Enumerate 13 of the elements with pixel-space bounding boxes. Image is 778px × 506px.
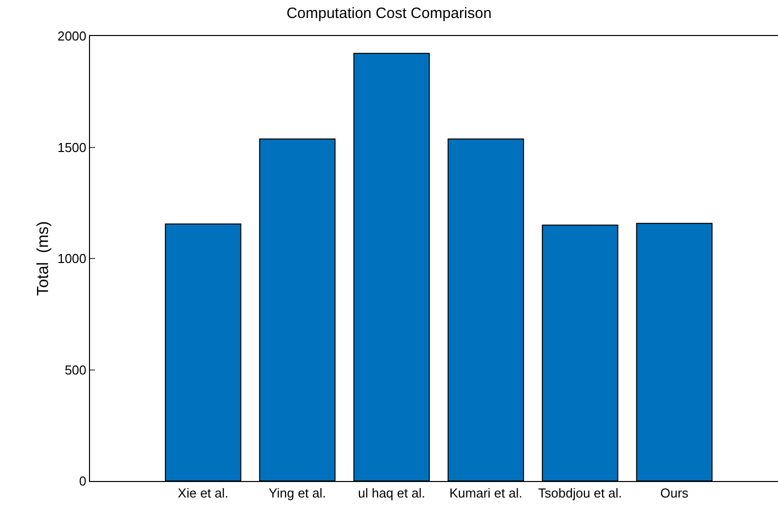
y-axis-title: Total (ms)	[35, 221, 52, 296]
y-tick-label: 1000	[57, 251, 86, 266]
y-tick-label: 0	[79, 474, 86, 489]
chart-title: Computation Cost Comparison	[286, 5, 492, 22]
x-tick-label: Tsobdjou et al.	[538, 486, 622, 501]
x-tick-label: Ying et al.	[268, 486, 326, 501]
x-tick-label: Xie et al.	[178, 486, 228, 501]
y-tick-label: 1500	[57, 140, 86, 155]
x-tick-label: ul haq et al.	[358, 486, 426, 501]
x-tick-label: Ours	[660, 486, 689, 501]
y-tick-label: 500	[64, 362, 86, 378]
y-tick-label: 2000	[57, 28, 86, 44]
x-tick-label: Kumari et al.	[449, 486, 522, 501]
